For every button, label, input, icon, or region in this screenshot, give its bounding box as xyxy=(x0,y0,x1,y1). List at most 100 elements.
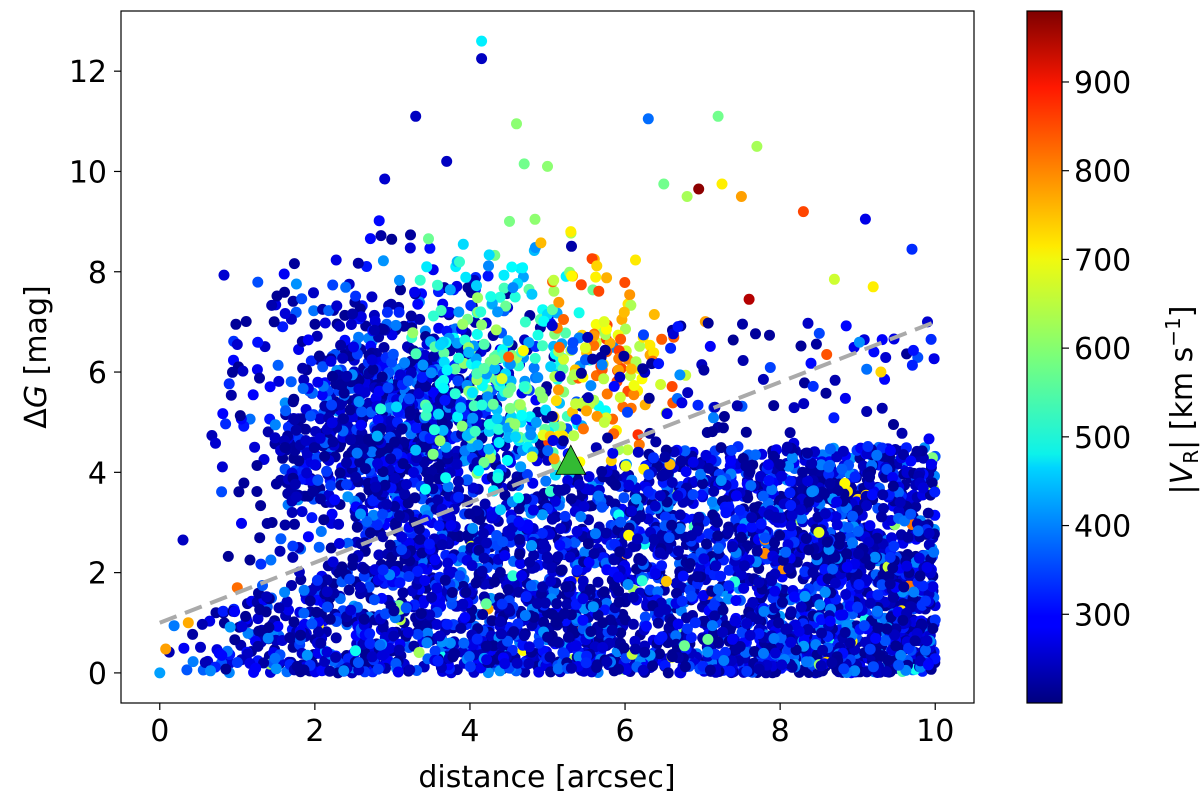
data-point xyxy=(222,550,234,562)
data-point xyxy=(449,388,461,400)
data-point xyxy=(842,522,854,533)
data-point xyxy=(331,300,343,312)
data-point xyxy=(265,554,277,566)
data-point xyxy=(545,361,557,373)
data-point xyxy=(499,658,511,670)
data-point xyxy=(413,647,425,658)
data-point xyxy=(373,215,385,227)
data-point xyxy=(393,644,405,656)
data-point xyxy=(852,602,863,613)
data-point xyxy=(598,416,610,428)
data-point xyxy=(490,324,502,336)
data-point xyxy=(829,577,841,589)
data-point xyxy=(768,400,780,412)
data-point xyxy=(402,626,414,638)
data-point xyxy=(391,401,402,413)
data-point xyxy=(788,591,800,603)
data-point xyxy=(867,661,879,673)
data-point xyxy=(913,552,925,564)
data-point xyxy=(358,613,370,625)
data-point xyxy=(570,640,582,652)
data-point xyxy=(776,659,788,671)
data-point xyxy=(853,548,864,560)
data-point xyxy=(467,522,479,534)
data-point xyxy=(497,536,509,548)
data-point xyxy=(615,516,627,528)
data-point xyxy=(600,527,612,539)
data-point xyxy=(288,393,300,405)
data-point xyxy=(384,642,396,654)
data-point xyxy=(704,664,716,676)
data-point xyxy=(596,501,608,513)
data-point xyxy=(268,316,280,328)
data-point xyxy=(433,408,444,420)
data-point xyxy=(414,274,426,286)
data-point xyxy=(433,520,445,532)
data-point xyxy=(441,364,453,376)
data-point xyxy=(333,518,345,530)
data-point xyxy=(279,308,291,319)
data-point xyxy=(278,268,290,280)
data-point xyxy=(546,320,558,332)
data-point xyxy=(542,631,554,643)
data-point xyxy=(896,427,908,439)
data-point xyxy=(376,371,388,383)
data-point xyxy=(720,507,732,519)
data-point xyxy=(829,551,841,563)
data-point xyxy=(483,260,494,272)
data-point xyxy=(700,449,712,461)
data-point xyxy=(565,662,577,674)
data-point xyxy=(601,272,613,284)
data-point xyxy=(507,282,519,294)
data-point xyxy=(746,521,758,533)
data-point xyxy=(731,400,743,412)
data-point xyxy=(324,665,336,677)
data-point xyxy=(313,350,325,362)
data-point xyxy=(377,564,389,576)
data-point xyxy=(522,519,534,531)
data-point xyxy=(220,418,232,430)
data-point xyxy=(686,530,698,542)
data-point xyxy=(476,565,488,577)
data-point xyxy=(298,607,310,619)
data-point xyxy=(571,525,583,537)
data-point xyxy=(399,357,411,369)
data-point xyxy=(757,373,769,385)
data-point xyxy=(394,577,406,589)
data-point xyxy=(423,233,434,245)
data-point xyxy=(706,620,718,632)
data-point xyxy=(402,497,414,509)
data-point xyxy=(463,651,475,662)
data-point xyxy=(698,553,710,565)
data-point xyxy=(816,627,827,639)
data-point xyxy=(710,560,722,572)
data-point xyxy=(345,319,357,330)
data-point xyxy=(405,229,416,241)
data-point xyxy=(236,621,248,632)
data-point xyxy=(407,327,419,339)
data-point xyxy=(806,486,818,498)
data-point xyxy=(238,477,250,489)
data-point xyxy=(555,523,566,535)
data-point xyxy=(888,540,900,552)
data-point xyxy=(388,630,400,642)
data-point xyxy=(427,448,439,460)
data-point xyxy=(639,646,651,658)
data-point xyxy=(271,290,283,302)
data-point xyxy=(585,380,597,392)
data-point xyxy=(672,618,684,630)
data-point xyxy=(608,380,620,392)
data-point xyxy=(679,661,691,673)
data-point xyxy=(330,632,342,644)
data-point xyxy=(377,508,389,520)
data-point xyxy=(536,527,548,539)
data-point xyxy=(342,491,354,503)
data-point xyxy=(571,564,583,576)
data-point xyxy=(702,633,714,645)
data-point xyxy=(509,418,521,430)
data-point xyxy=(289,518,300,530)
data-point xyxy=(254,532,266,544)
data-point xyxy=(626,505,638,517)
data-point xyxy=(321,586,333,598)
data-point xyxy=(674,509,686,521)
